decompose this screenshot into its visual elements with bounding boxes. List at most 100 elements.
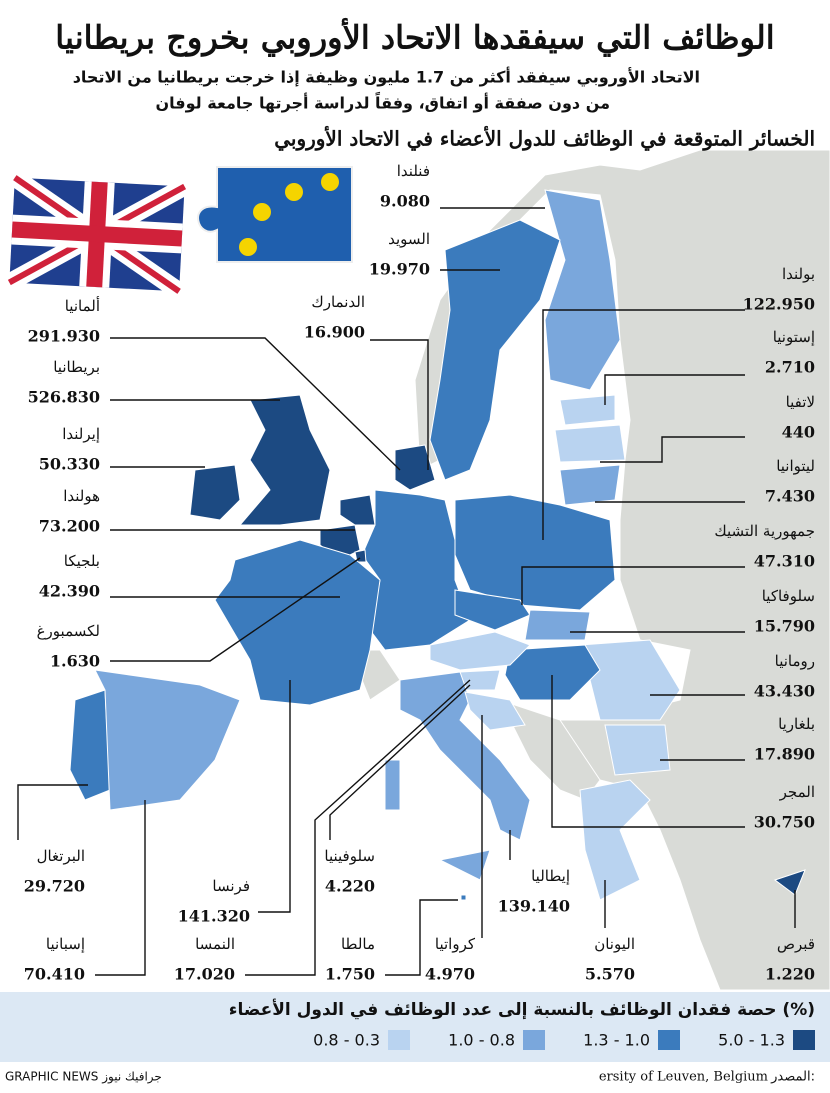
country-shape <box>459 669 501 691</box>
country-shape <box>189 464 241 521</box>
country-shape <box>604 724 671 776</box>
legend-label: 1.3 - 1.0 <box>583 1031 650 1050</box>
country-shape <box>394 444 436 491</box>
country-value: 4.220 <box>325 877 375 896</box>
country-value: 1.630 <box>50 652 100 671</box>
country-shape <box>454 589 531 631</box>
country-shape <box>429 631 531 671</box>
country-shape <box>460 894 467 901</box>
country-shape <box>524 609 591 641</box>
country-name: هولندا <box>63 487 100 505</box>
leader-line <box>521 566 745 605</box>
country-shape <box>454 494 616 611</box>
leader-line <box>110 337 401 471</box>
country-value: 42.390 <box>39 582 100 601</box>
country-value: 17.020 <box>174 965 235 984</box>
country-shape <box>429 219 561 481</box>
country-value: 50.330 <box>39 455 100 474</box>
subtitle-line: من دون صفقة أو اتفاق، وفقاً لدراسة أجرته… <box>155 91 610 113</box>
country-shape <box>94 669 241 811</box>
country-shape <box>544 189 621 391</box>
leader-line <box>95 800 146 976</box>
source-label: المصدر: <box>770 1070 815 1085</box>
legend-band <box>0 992 830 1062</box>
legend-swatch <box>793 1030 815 1050</box>
legend-label: 0.8 - 0.3 <box>313 1031 380 1050</box>
country-value: 2.710 <box>765 358 815 377</box>
country-name: إيطاليا <box>531 867 570 885</box>
country-value: 1.750 <box>325 965 375 984</box>
country-value: 17.890 <box>754 745 815 764</box>
country-value: 4.970 <box>425 965 475 984</box>
country-value: 73.200 <box>39 517 100 536</box>
country-shape <box>579 779 651 901</box>
legend-swatch <box>523 1030 545 1050</box>
leader-line <box>551 675 745 828</box>
country-name: كرواتيا <box>435 935 476 953</box>
legend-swatch <box>388 1030 410 1050</box>
country-name: إسبانيا <box>46 935 85 953</box>
country-name: إيرلندا <box>62 425 100 443</box>
country-value: 9.080 <box>380 192 430 211</box>
country-value: 122.950 <box>743 295 815 314</box>
country-name: السويد <box>388 230 430 248</box>
country-name: إستونيا <box>773 328 815 346</box>
country-value: 15.790 <box>754 617 815 636</box>
country-name: قبرص <box>777 935 815 953</box>
leader-line <box>604 374 745 405</box>
leader-line <box>370 339 429 470</box>
leader-line <box>110 557 361 662</box>
legend-label: 1.0 - 0.8 <box>448 1031 515 1050</box>
legend-label: 5.0 - 1.3 <box>718 1031 785 1050</box>
country-name: بلغاريا <box>778 715 815 733</box>
country-name: البرتغال <box>37 847 85 865</box>
country-name: مالطا <box>341 935 375 953</box>
country-name: بولندا <box>782 265 815 283</box>
country-name: سلوفينيا <box>324 847 375 865</box>
country-value: 1.220 <box>765 965 815 984</box>
country-shape <box>773 869 806 896</box>
title: الوظائف التي سيفقدها الاتحاد الأوروبي بخ… <box>55 17 774 58</box>
country-name: لكسمبورغ <box>37 622 100 640</box>
country-value: 440 <box>782 423 815 442</box>
country-name: بريطانيا <box>53 358 100 376</box>
country-name: لاتفيا <box>786 393 815 411</box>
country-name: بلجيكا <box>64 552 100 570</box>
country-value: 19.970 <box>369 260 430 279</box>
country-value: 5.570 <box>585 965 635 984</box>
country-shape <box>238 394 331 526</box>
section-title: الخسائر المتوقعة في الوظائف للدول الأعضا… <box>274 126 815 152</box>
country-shape <box>559 464 621 506</box>
leader-line <box>329 684 471 840</box>
country-shape <box>438 849 491 881</box>
country-name: الدنمارك <box>311 293 365 311</box>
subtitle-line: الاتحاد الأوروبي سيفقد أكثر من 1.7 مليون… <box>73 67 700 88</box>
leader-line <box>542 309 745 540</box>
source: ersity of Leuven, Belgium <box>599 1070 768 1085</box>
country-name: النمسا <box>195 935 235 953</box>
leader-lines <box>17 207 796 976</box>
country-shape <box>384 759 401 811</box>
country-name: سلوفاكيا <box>762 587 815 605</box>
leader-line <box>385 899 458 976</box>
legend-swatch <box>658 1030 680 1050</box>
country-value: 30.750 <box>754 813 815 832</box>
country-name: فنلندا <box>397 162 430 180</box>
credit: GRAPHIC NEWS جرافيك نيوز <box>5 1070 162 1085</box>
leader-line <box>258 680 291 913</box>
country-name: اليونان <box>594 935 635 953</box>
country-shape <box>559 394 616 426</box>
country-shape <box>464 691 526 731</box>
country-shape <box>339 494 376 526</box>
country-value: 43.430 <box>754 682 815 701</box>
leader-line <box>245 679 471 976</box>
country-value: 29.720 <box>24 877 85 896</box>
leader-line <box>17 784 88 840</box>
country-shape <box>69 689 111 801</box>
country-name: المجر <box>779 783 815 801</box>
country-value: 141.320 <box>178 907 250 926</box>
legend-title: حصة فقدان الوظائف بالنسبة إلى عدد الوظائ… <box>229 999 815 1020</box>
leader-line <box>600 436 745 463</box>
country-value: 526.830 <box>28 388 100 407</box>
